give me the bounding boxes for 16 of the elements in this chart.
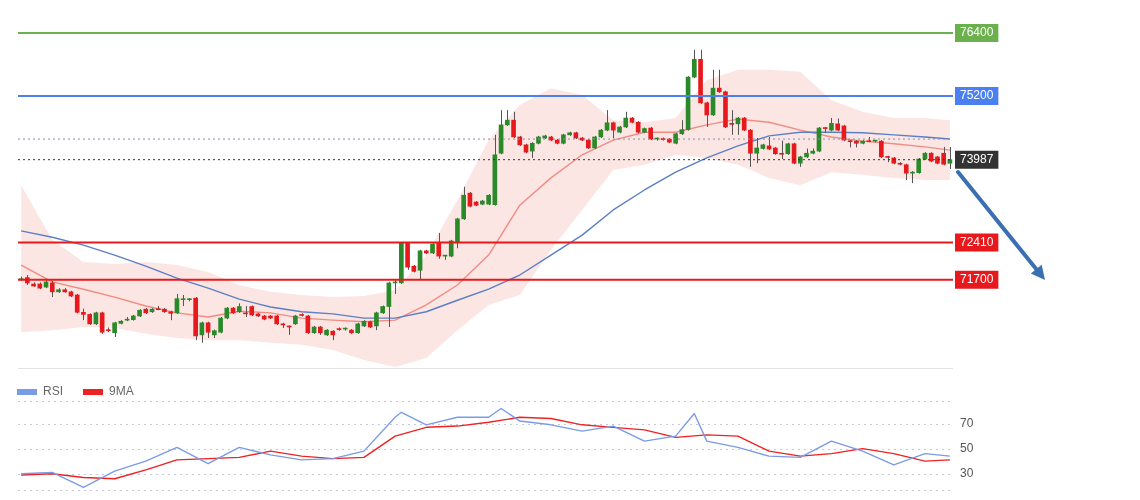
candlestick [748, 128, 753, 168]
legend-label: 9MA [109, 384, 134, 399]
candlestick [754, 137, 759, 164]
candlestick [947, 146, 953, 170]
y-tick-label: 75200 [960, 88, 994, 103]
candlestick [691, 49, 697, 79]
y-tick-label: 73987 [960, 151, 994, 166]
y-tick-label: 70 [960, 415, 974, 430]
y-tick-label: 71700 [960, 272, 994, 287]
y-tick-label: 72410 [960, 234, 994, 249]
candlestick [455, 217, 460, 249]
legend-label: RSI [43, 384, 64, 399]
y-tick-label: 76400 [960, 25, 994, 40]
y-tick-label: 30 [960, 466, 974, 481]
y-tick-label: 50 [960, 440, 974, 455]
candlestick [511, 111, 516, 139]
